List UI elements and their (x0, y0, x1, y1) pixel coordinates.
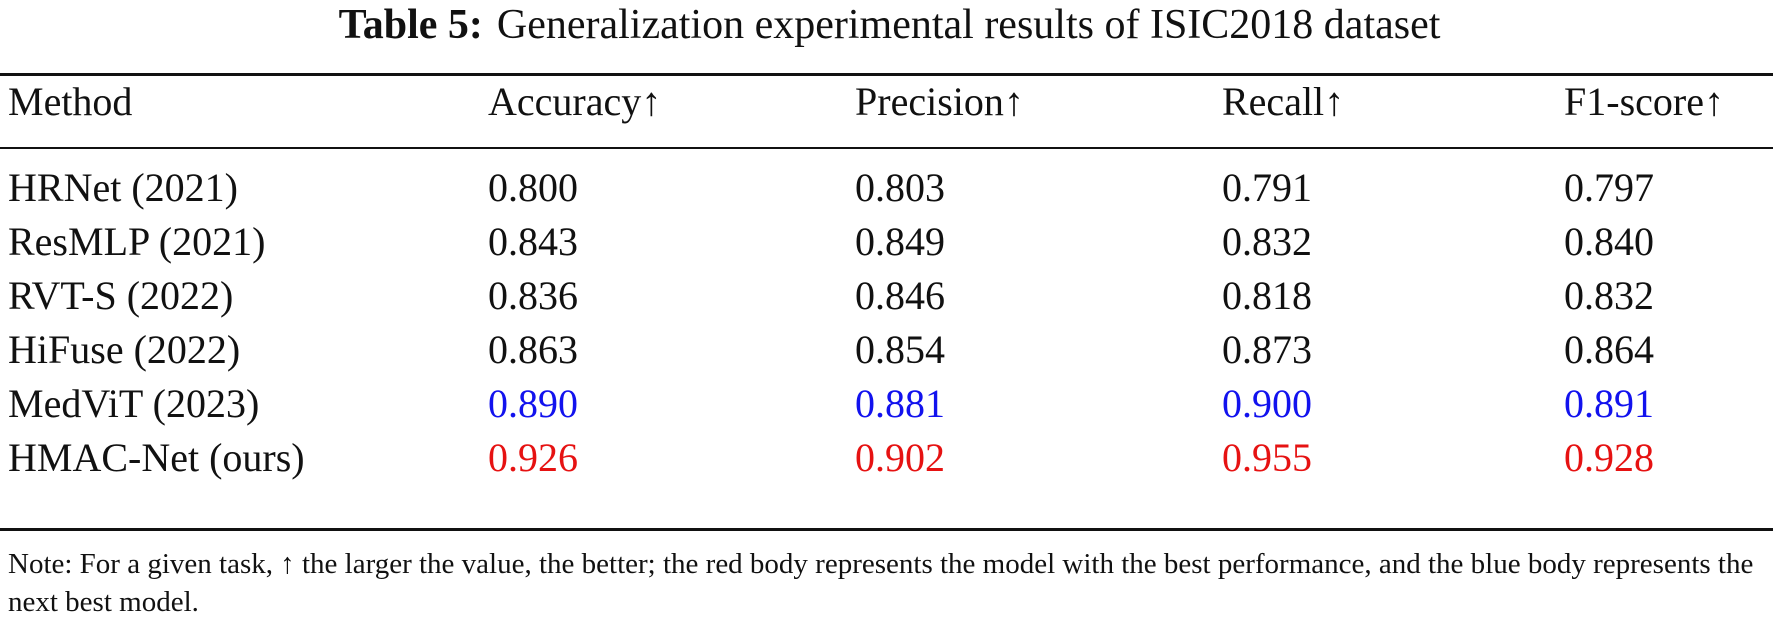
recall-cell: 0.832 (1222, 219, 1312, 264)
recall-cell-best: 0.955 (1222, 435, 1312, 480)
table-row: HRNet (2021) 0.800 0.803 0.791 0.797 (0, 158, 1779, 218)
precision-cell: 0.849 (855, 219, 945, 264)
header-rule (0, 147, 1773, 149)
method-cell: HMAC-Net (ours) (8, 435, 305, 480)
method-cell: HiFuse (2022) (8, 327, 241, 372)
header-f1-score: F1-score↑ (1564, 79, 1724, 124)
precision-cell: 0.803 (855, 165, 945, 210)
table-label: Table 5: (338, 2, 483, 48)
table-row: MedViT (2023) 0.890 0.881 0.900 0.891 (0, 374, 1779, 434)
method-cell: RVT-S (2022) (8, 273, 234, 318)
accuracy-cell: 0.843 (488, 219, 578, 264)
table-row: RVT-S (2022) 0.836 0.846 0.818 0.832 (0, 266, 1779, 326)
header-precision: Precision↑ (855, 79, 1024, 124)
precision-cell-best: 0.902 (855, 435, 945, 480)
f1-score-cell: 0.832 (1564, 273, 1654, 318)
top-rule (0, 73, 1773, 76)
f1-score-cell: 0.864 (1564, 327, 1654, 372)
header-method: Method (8, 79, 133, 124)
f1-score-cell: 0.840 (1564, 219, 1654, 264)
accuracy-cell: 0.863 (488, 327, 578, 372)
accuracy-cell-second-best: 0.890 (488, 381, 578, 426)
accuracy-cell: 0.800 (488, 165, 578, 210)
recall-cell: 0.791 (1222, 165, 1312, 210)
table-caption: Table 5: Generalization experimental resu… (0, 0, 1779, 50)
table-note: Note: For a given task, ↑ the larger the… (8, 548, 1754, 618)
header-recall: Recall↑ (1222, 79, 1345, 124)
recall-cell: 0.873 (1222, 327, 1312, 372)
header-accuracy: Accuracy↑ (488, 79, 662, 124)
header-row: Method Accuracy↑ Precision↑ Recall↑ F1-s… (0, 72, 1779, 132)
table-row: HiFuse (2022) 0.863 0.854 0.873 0.864 (0, 320, 1779, 380)
precision-cell-second-best: 0.881 (855, 381, 945, 426)
accuracy-cell-best: 0.926 (488, 435, 578, 480)
precision-cell: 0.846 (855, 273, 945, 318)
recall-cell: 0.818 (1222, 273, 1312, 318)
table-row: ResMLP (2021) 0.843 0.849 0.832 0.840 (0, 212, 1779, 272)
f1-score-cell: 0.797 (1564, 165, 1654, 210)
accuracy-cell: 0.836 (488, 273, 578, 318)
f1-score-cell-best: 0.928 (1564, 435, 1654, 480)
method-cell: ResMLP (2021) (8, 219, 266, 264)
table-row: HMAC-Net (ours) 0.926 0.902 0.955 0.928 (0, 428, 1779, 488)
bottom-rule (0, 528, 1773, 531)
table-title: Generalization experimental results of I… (496, 2, 1441, 48)
method-cell: MedViT (2023) (8, 381, 260, 426)
f1-score-cell-second-best: 0.891 (1564, 381, 1654, 426)
precision-cell: 0.854 (855, 327, 945, 372)
recall-cell-second-best: 0.900 (1222, 381, 1312, 426)
method-cell: HRNet (2021) (8, 165, 238, 210)
